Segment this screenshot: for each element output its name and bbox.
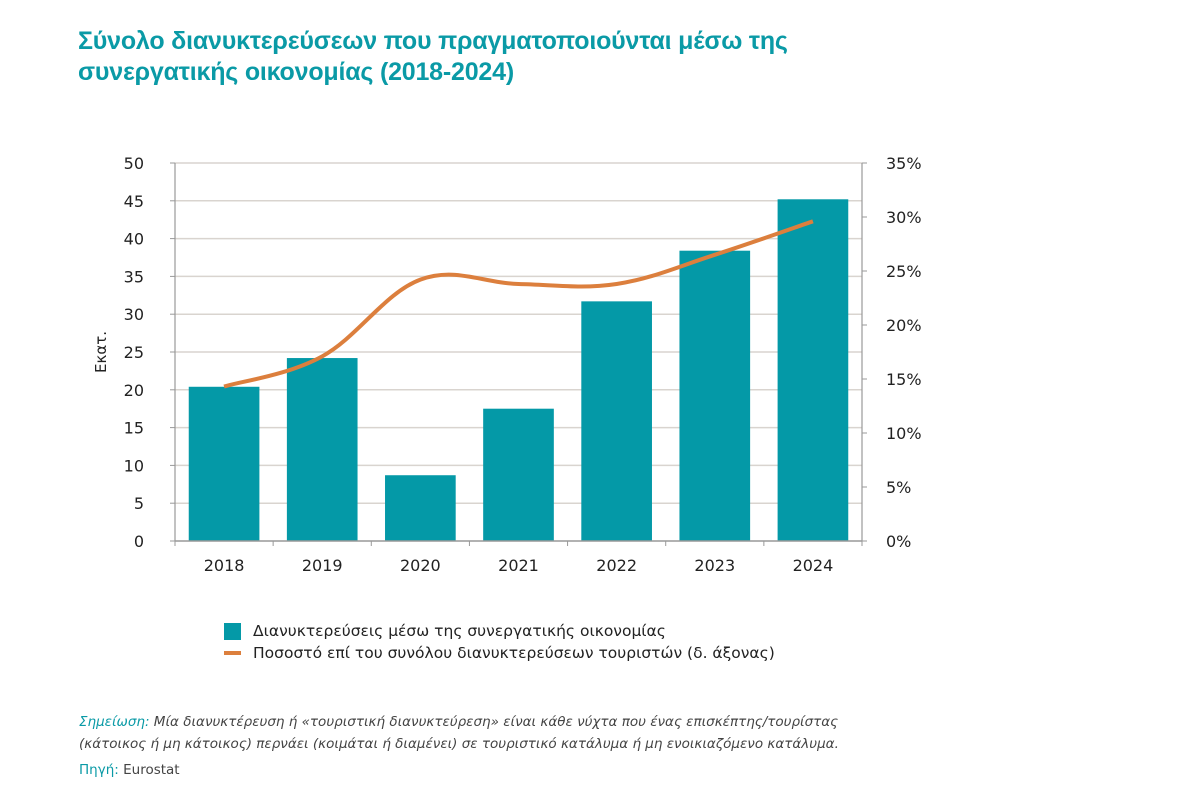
bar-2021	[483, 408, 554, 541]
left-axis-ticks: 0 5 10 15 20 25 30 35 40 45 50	[124, 154, 144, 551]
footnote-text: Μία διανυκτέρευση ή «τουριστική διανυκτε…	[149, 714, 839, 730]
y-tick-label: 0	[134, 532, 144, 551]
footnote: Σημείωση: Μία διανυκτέρευση ή «τουριστικ…	[79, 711, 1079, 755]
y-tick-label: 20	[124, 381, 144, 400]
right-axis-ticks: 0% 5% 10% 15% 20% 25% 30% 35%	[886, 154, 922, 551]
y-tick-label: 45	[124, 192, 144, 211]
y-tick-label: 5	[134, 494, 144, 513]
legend-swatch-bar	[224, 622, 241, 640]
chart-title: Σύνολο διανυκτερεύσεων που πραγματοποιού…	[78, 26, 978, 88]
y2-tick-label: 25%	[886, 262, 922, 281]
bar-2022	[581, 301, 652, 541]
footnote-text-2: (κάτοικος ή μη κάτοικος) περνάει (κοιμάτ…	[79, 736, 839, 752]
chart-title-line-1: Σύνολο διανυκτερεύσεων που πραγματοποιού…	[78, 27, 788, 55]
x-tick-label: 2020	[400, 556, 441, 575]
legend-label-line: Ποσοστό επί του συνόλου διανυκτερεύσεων …	[253, 644, 775, 662]
x-tick-label: 2018	[204, 556, 245, 575]
legend-item-bars: Διανυκτερεύσεις μέσω της συνεργατικής οι…	[224, 620, 775, 642]
legend-item-line: Ποσοστό επί του συνόλου διανυκτερεύσεων …	[224, 642, 775, 664]
source-text: Eurostat	[118, 762, 180, 778]
legend: Διανυκτερεύσεις μέσω της συνεργατικής οι…	[224, 620, 775, 664]
y-tick-label: 50	[124, 154, 144, 173]
x-axis-ticks: 2018 2019 2020 2021 2022 2023 2024	[204, 556, 834, 575]
y-tick-label: 10	[124, 456, 144, 475]
x-tick-label: 2024	[793, 556, 834, 575]
y2-tick-label: 5%	[886, 478, 911, 497]
y-axis-title: Εκατ.	[92, 331, 110, 373]
y2-tick-label: 15%	[886, 370, 922, 389]
x-tick-label: 2023	[694, 556, 735, 575]
y2-tick-label: 35%	[886, 154, 922, 173]
legend-swatch-line	[224, 651, 241, 655]
line-series	[223, 219, 814, 389]
y-tick-label: 35	[124, 267, 144, 286]
combo-chart: 0 5 10 15 20 25 30 35 40 45 50 0% 5% 10% 15% 20% 25% 30%…	[92, 154, 922, 575]
legend-label-bars: Διανυκτερεύσεις μέσω της συνεργατικής οι…	[253, 622, 666, 640]
y-tick-label: 40	[124, 230, 144, 249]
y2-tick-label: 0%	[886, 532, 911, 551]
x-tick-label: 2021	[498, 556, 539, 575]
y-tick-label: 15	[124, 419, 144, 438]
chart-title-line-2: συνεργατικής οικονομίας (2018-2024)	[78, 58, 514, 86]
bar-2018	[188, 386, 260, 541]
y2-tick-label: 10%	[886, 424, 922, 443]
y2-tick-label: 30%	[886, 208, 922, 227]
source: Πηγή: Eurostat	[79, 762, 180, 778]
bar-2020	[385, 475, 456, 541]
y2-tick-label: 20%	[886, 316, 922, 335]
x-tick-label: 2022	[596, 556, 637, 575]
bar-2023	[679, 250, 751, 542]
axes	[170, 162, 867, 546]
y-tick-label: 25	[124, 343, 144, 362]
bar-2024	[777, 199, 849, 541]
source-label: Πηγή:	[79, 762, 119, 778]
bar-2019	[286, 358, 358, 541]
footnote-label: Σημείωση:	[79, 714, 150, 730]
bar-series	[188, 199, 849, 542]
y-tick-label: 30	[124, 305, 144, 324]
x-tick-label: 2019	[302, 556, 343, 575]
